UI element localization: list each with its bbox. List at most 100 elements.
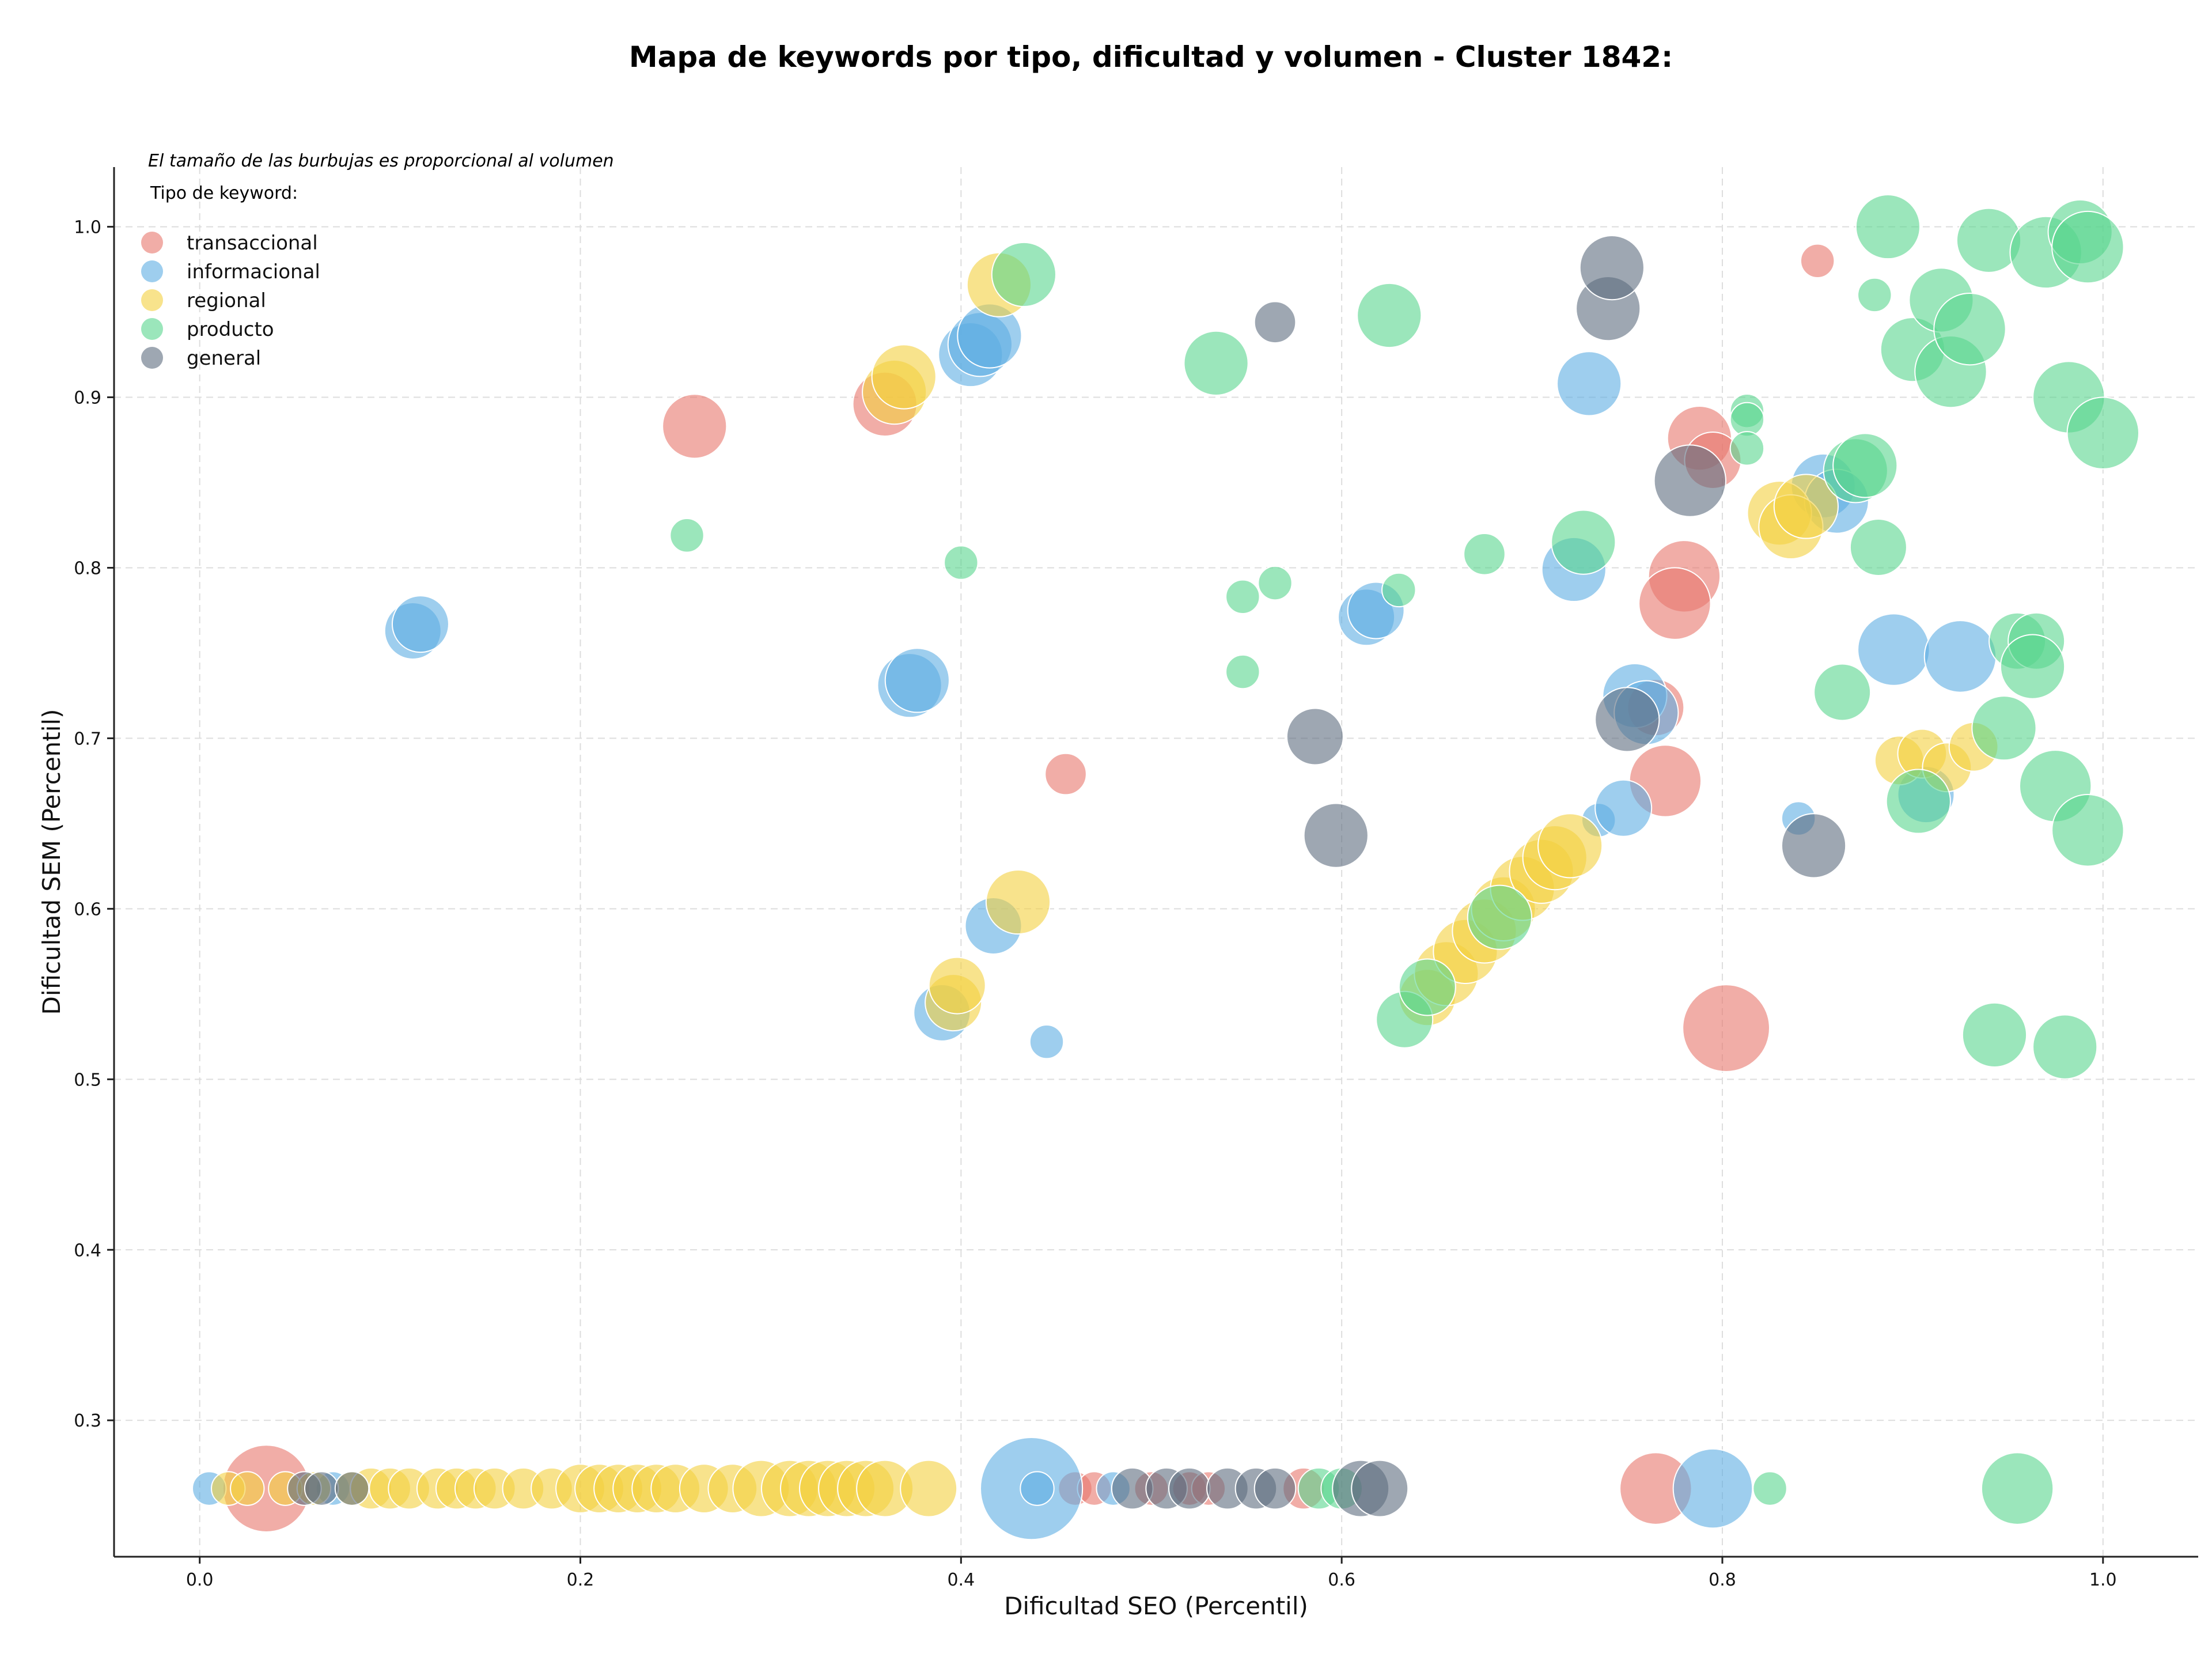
legend-label: producto bbox=[187, 318, 274, 341]
series-informacional bbox=[192, 303, 1997, 1541]
size-note: El tamaño de las burbujas es proporciona… bbox=[148, 151, 614, 171]
bubble-informacional bbox=[1556, 351, 1622, 417]
x-axis-label: Dificultad SEO (Percentil) bbox=[1004, 1592, 1308, 1620]
bubble-producto bbox=[1183, 330, 1249, 396]
x-tick-label: 0.0 bbox=[186, 1570, 214, 1590]
bubble-producto bbox=[1551, 509, 1616, 575]
bubble-transaccional bbox=[1638, 567, 1711, 640]
bubble-regional bbox=[928, 956, 986, 1015]
legend-marker bbox=[141, 289, 163, 311]
bubble-informacional bbox=[1594, 779, 1653, 837]
bubble-general bbox=[1253, 1467, 1297, 1510]
y-tick-label: 0.6 bbox=[74, 899, 101, 920]
bubble-informacional bbox=[1923, 620, 1997, 693]
x-tick-label: 0.6 bbox=[1328, 1570, 1355, 1590]
bubble-regional bbox=[985, 869, 1051, 935]
bubble-producto bbox=[1225, 579, 1260, 614]
bubble-producto bbox=[1849, 518, 1907, 576]
legend-marker bbox=[141, 232, 163, 253]
x-tick-label: 0.2 bbox=[567, 1570, 594, 1590]
bubble-general bbox=[1351, 1459, 1409, 1518]
legend-label: transaccional bbox=[187, 232, 318, 255]
legend-title: Tipo de keyword: bbox=[150, 183, 298, 203]
bubble-producto bbox=[1933, 292, 2006, 366]
bubble-producto bbox=[1381, 572, 1416, 608]
bubble-general bbox=[1579, 235, 1645, 301]
y-tick-label: 1.0 bbox=[74, 218, 101, 238]
y-ticks: 0.3 0.4 0.5 0.6 0.7 0.8 0.9 1.0 bbox=[74, 218, 114, 1431]
bubble-producto bbox=[669, 518, 704, 553]
bubbles-layer bbox=[192, 194, 2139, 1541]
y-tick-label: 0.5 bbox=[74, 1070, 101, 1090]
y-tick-label: 0.7 bbox=[74, 729, 101, 749]
bubble-producto bbox=[1971, 695, 2037, 761]
bubble-producto bbox=[1813, 663, 1872, 721]
bubble-general bbox=[304, 1471, 339, 1506]
bubble-regional bbox=[871, 344, 937, 410]
bubble-general bbox=[1286, 707, 1344, 766]
bubble-producto bbox=[2051, 794, 2124, 867]
legend-marker bbox=[141, 260, 163, 282]
bubble-informacional bbox=[1857, 613, 1930, 686]
legend-label: regional bbox=[187, 289, 266, 312]
grid-lines bbox=[114, 167, 2198, 1557]
legend-label: general bbox=[187, 347, 261, 370]
bubble-transaccional bbox=[662, 394, 728, 459]
y-tick-label: 0.8 bbox=[74, 558, 101, 578]
legend-item-regional: regional bbox=[141, 289, 266, 312]
legend-item-general: general bbox=[141, 347, 261, 370]
bubble-producto bbox=[1855, 194, 1921, 260]
bubble-producto bbox=[1467, 884, 1532, 950]
bubble-producto bbox=[1885, 769, 1951, 834]
legend-item-producto: producto bbox=[141, 318, 274, 341]
legend-marker bbox=[141, 318, 163, 340]
bubble-informacional bbox=[1672, 1448, 1753, 1529]
legend-marker bbox=[141, 347, 163, 369]
bubble-producto bbox=[2066, 396, 2139, 470]
bubble-producto bbox=[1999, 634, 2066, 699]
bubble-producto bbox=[1832, 433, 1898, 498]
bubble-producto bbox=[1357, 282, 1422, 349]
y-tick-label: 0.9 bbox=[74, 388, 101, 408]
bubble-producto bbox=[1729, 431, 1765, 466]
bubble-regional bbox=[900, 1459, 958, 1518]
series-general bbox=[287, 235, 1847, 1518]
bubble-producto bbox=[1398, 958, 1456, 1016]
y-axis-label: Dificultad SEM (Percentil) bbox=[37, 709, 66, 1015]
bubble-informacional bbox=[1029, 1024, 1065, 1060]
bubble-informacional bbox=[884, 648, 950, 713]
legend: transaccional informacional regional produc… bbox=[141, 232, 320, 370]
legend-item-transaccional: transaccional bbox=[141, 232, 318, 255]
x-tick-label: 0.4 bbox=[947, 1570, 975, 1590]
bubble-general bbox=[1594, 687, 1660, 752]
bubble-producto bbox=[991, 241, 1056, 308]
bubble-producto bbox=[2051, 210, 2124, 284]
bubble-producto bbox=[1857, 277, 1892, 313]
bubble-general bbox=[1653, 444, 1727, 517]
bubble-general bbox=[334, 1471, 370, 1506]
bubble-regional bbox=[230, 1471, 265, 1506]
bubble-producto bbox=[1980, 1452, 2054, 1525]
bubble-transaccional bbox=[1800, 243, 1835, 278]
bubble-producto bbox=[1257, 565, 1293, 601]
bubble-general bbox=[1303, 803, 1369, 868]
bubble-informacional bbox=[391, 595, 449, 653]
series-producto bbox=[669, 194, 2139, 1525]
chart-title: Mapa de keywords por tipo, dificultad y … bbox=[629, 40, 1673, 74]
bubble-regional bbox=[1773, 474, 1839, 539]
legend-label: informacional bbox=[187, 260, 320, 283]
bubble-regional bbox=[1537, 813, 1603, 879]
bubble-general bbox=[1781, 813, 1847, 879]
bubble-producto bbox=[1961, 1002, 2028, 1068]
bubble-general bbox=[1253, 301, 1297, 344]
bubble-informacional bbox=[1020, 1471, 1055, 1506]
bubble-producto bbox=[1225, 654, 1260, 690]
bubble-producto bbox=[1752, 1471, 1787, 1506]
x-ticks: 0.0 0.2 0.4 0.6 0.8 1.0 bbox=[186, 1557, 2117, 1590]
y-tick-label: 0.3 bbox=[74, 1411, 101, 1431]
bubble-producto bbox=[944, 545, 979, 580]
x-tick-label: 0.8 bbox=[1709, 1570, 1736, 1590]
bubble-general bbox=[1168, 1467, 1211, 1510]
x-tick-label: 1.0 bbox=[2089, 1570, 2117, 1590]
